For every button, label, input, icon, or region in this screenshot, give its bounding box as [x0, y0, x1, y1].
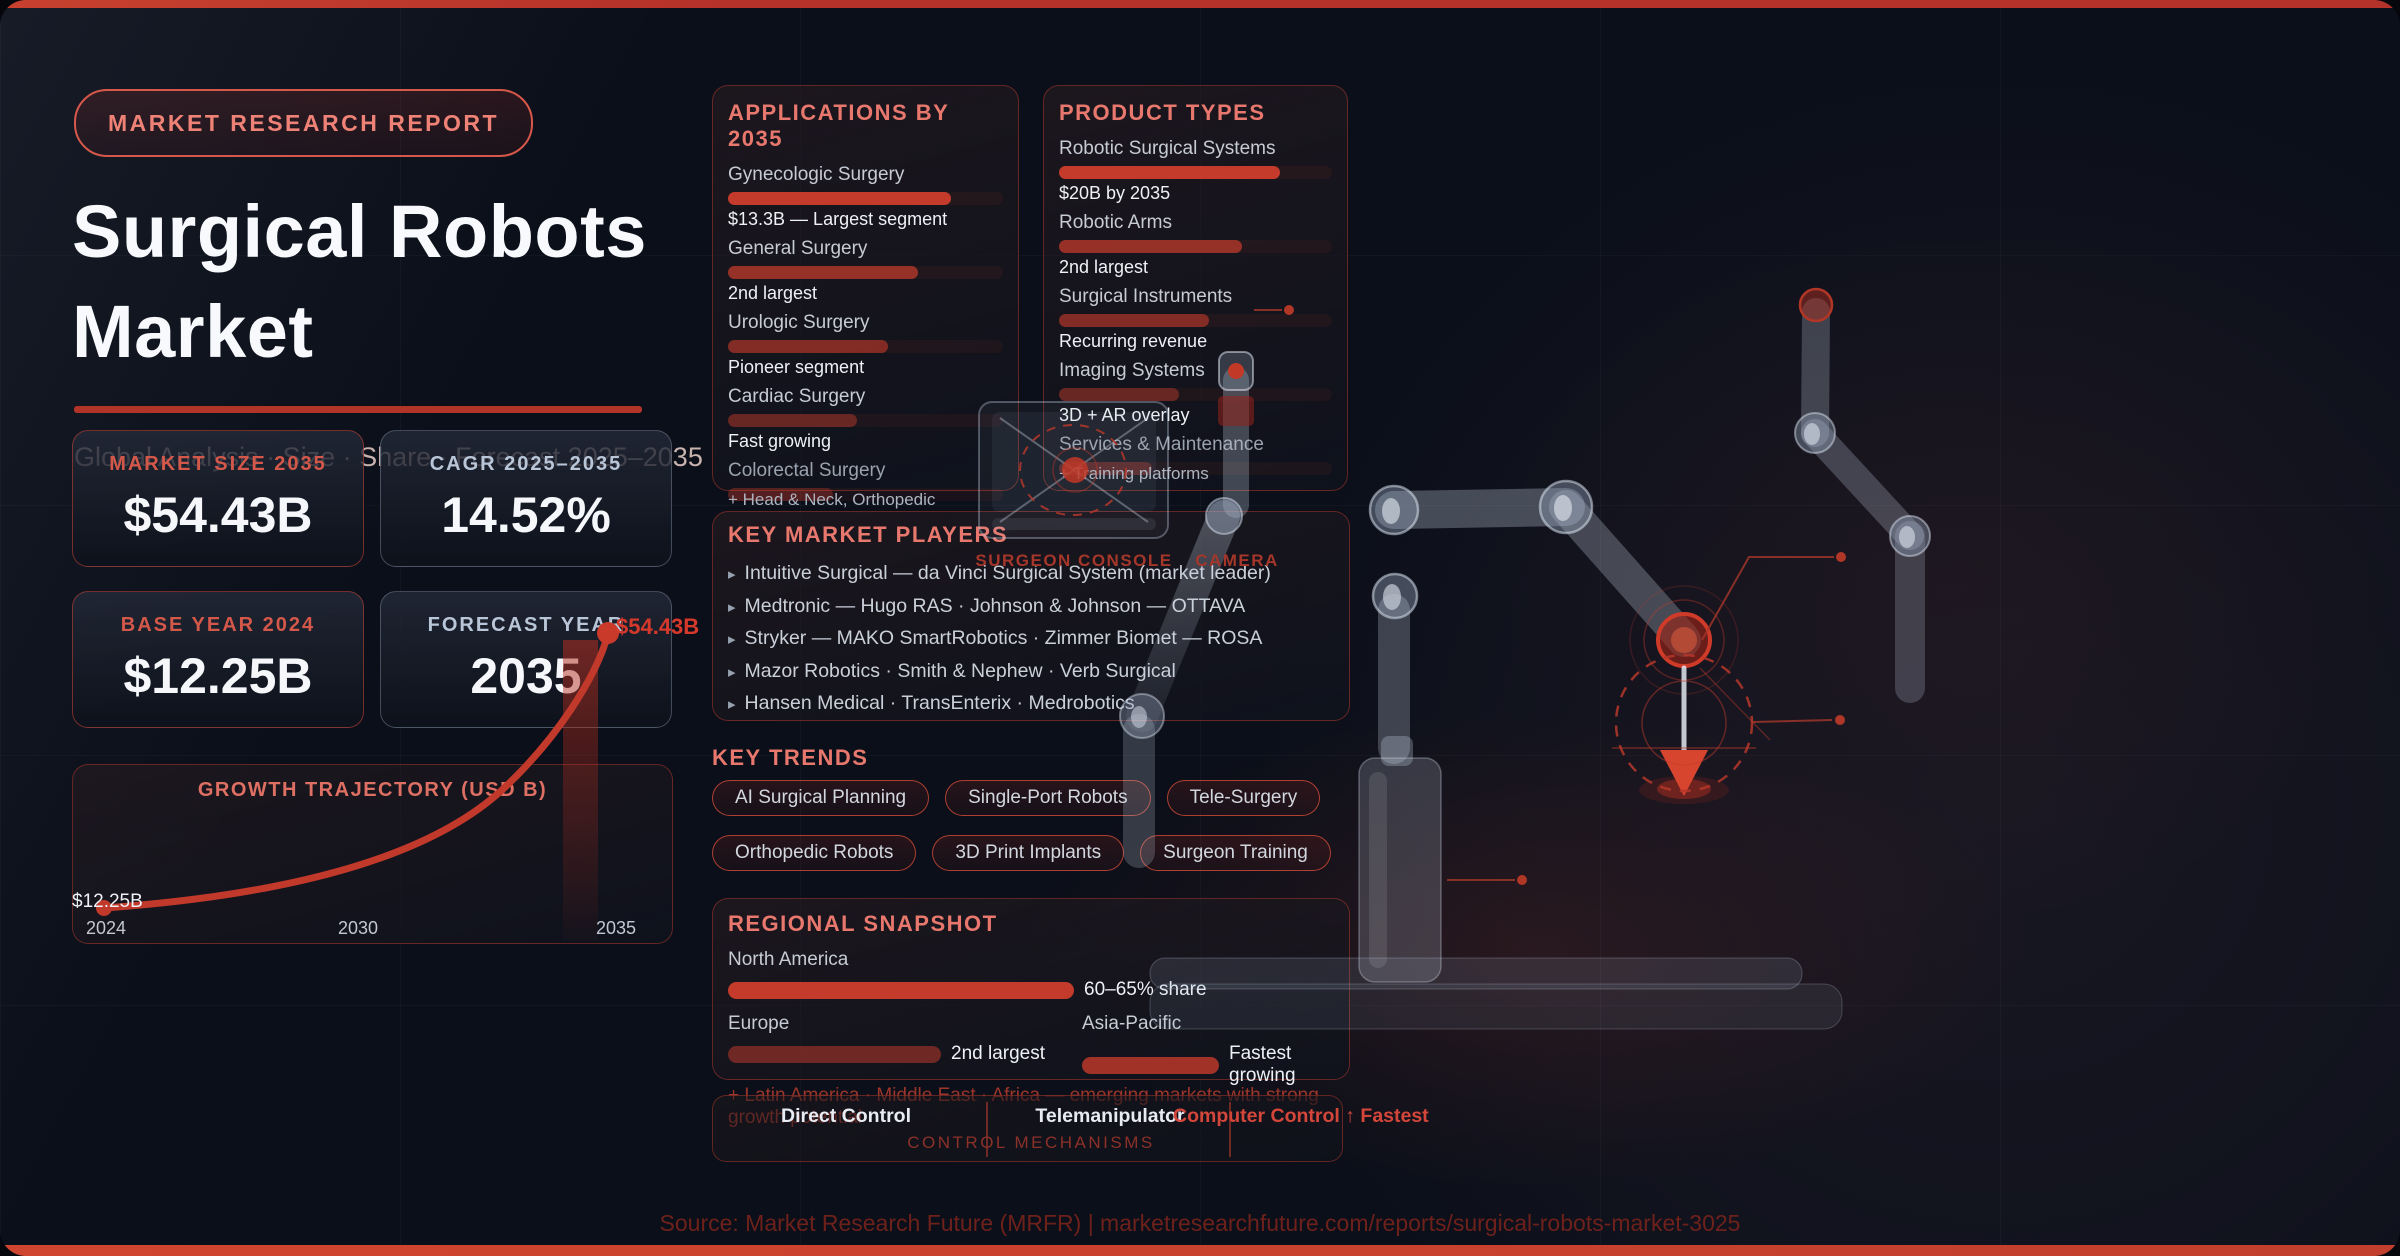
player-row: ▸ Medtronic — Hugo RAS · Johnson & Johnso…: [728, 594, 1246, 617]
play-icon: ▸: [728, 598, 736, 616]
key-players-title: KEY MARKET PLAYERS: [728, 522, 1009, 547]
control-item-highlight: Computer Control ↑ Fastest: [1173, 1105, 1429, 1127]
product-row: Services & Maintenance + Training platfo…: [1059, 434, 1332, 484]
bar-track: [1059, 314, 1332, 327]
chart-end-annotation: $54.43B: [616, 614, 700, 639]
page-title: Surgical Robots Market: [72, 190, 647, 373]
divider: [1229, 1102, 1231, 1157]
product-row: Robotic Arms 2nd largest: [1059, 212, 1332, 277]
bar-fill: [728, 414, 858, 427]
stat-value: 14.52%: [441, 487, 611, 543]
bar-fill: [728, 981, 1074, 999]
region-row-north-america: North America 60–65% share: [728, 949, 1207, 1000]
bar-fill: [728, 1045, 941, 1063]
background-glow-red-2: [1450, 200, 2400, 960]
bar-fill: [728, 488, 833, 501]
application-row: Cardiac Surgery Fast growing: [728, 386, 1003, 451]
region-row-asia-pacific: Asia-Pacific Fastest growing: [1082, 1013, 1296, 1086]
applications-title: APPLICATIONS BY 2035: [728, 100, 949, 151]
play-icon: ▸: [728, 696, 736, 714]
trend-chip-row: AI Surgical Planning Single-Port Robots …: [712, 780, 1321, 816]
stat-card-cagr: CAGR 2025–2035 14.52%: [380, 430, 672, 567]
bar-track: [1059, 166, 1332, 179]
play-icon: ▸: [728, 566, 736, 583]
application-row: Colorectal Surgery + Head & Neck, Orthop…: [728, 460, 1003, 510]
play-icon: ▸: [728, 663, 736, 681]
trend-chip: AI Surgical Planning: [712, 780, 930, 816]
stat-value: 2035: [470, 648, 582, 704]
product-row: Imaging Systems 3D + AR overlay: [1059, 360, 1332, 425]
x-tick-2030: 2030: [338, 918, 379, 938]
player-row: ▸ Mazor Robotics · Smith & Nephew · Verb …: [728, 659, 1176, 682]
trend-chip-row: Orthopedic Robots 3D Print Implants Surg…: [712, 835, 1331, 871]
player-row: ▸ Intuitive Surgical — da Vinci Surgical …: [728, 562, 1271, 584]
growth-trajectory-panel: GROWTH TRAJECTORY (USD B): [72, 764, 673, 944]
stat-card-forecast-year: FORECAST YEAR 2035: [380, 591, 672, 728]
key-trends-title: KEY TRENDS: [712, 745, 869, 770]
chart-start-annotation: $12.25B: [72, 891, 143, 912]
bottom-accent-bar: [0, 1245, 2400, 1256]
stat-card-market-size: MARKET SIZE 2035 $54.43B: [72, 430, 364, 567]
product-row: Surgical Instruments Recurring revenue: [1059, 286, 1332, 351]
region-columns: Europe 2nd largest Asia-Pacific Fastest …: [728, 1013, 1334, 1086]
bar-fill: [1059, 388, 1180, 401]
player-row: ▸ Stryker — MAKO SmartRobotics · Zimmer B…: [728, 627, 1263, 650]
bar-fill: [728, 266, 918, 279]
applications-panel: APPLICATIONS BY 2035 Gynecologic Surgery…: [712, 85, 1019, 509]
bar-track: [1059, 240, 1332, 253]
control-mechanisms-box: Direct Control Telemanipulator Computer …: [712, 1095, 1429, 1162]
bar-fill: [1059, 166, 1281, 179]
source-line: Source: Market Research Future (MRFR) | …: [659, 1210, 1741, 1236]
application-row: Gynecologic Surgery $13.3B — Largest seg…: [728, 164, 1003, 229]
application-row: Urologic Surgery Pioneer segment: [728, 312, 1003, 377]
bar-track: [728, 488, 1003, 501]
x-tick-2024: 2024: [86, 918, 127, 938]
stat-label: CAGR 2025–2035: [429, 453, 623, 475]
regional-title: REGIONAL SNAPSHOT: [728, 911, 998, 936]
regional-snapshot-panel: REGIONAL SNAPSHOT North America 60–65% s…: [712, 898, 1350, 1128]
trend-chip: Surgeon Training: [1140, 835, 1331, 871]
player-row: ▸ Hansen Medical · TransEnterix · Medrobo…: [728, 692, 1135, 715]
product-types-panel: PRODUCT TYPES Robotic Surgical Systems $…: [1043, 85, 1348, 491]
trend-chip: Single-Port Robots: [945, 780, 1151, 816]
stat-value: $12.25B: [123, 648, 313, 704]
bar-fill: [1082, 1056, 1219, 1074]
key-players-list: ▸ Intuitive Surgical — da Vinci Surgical …: [728, 558, 1327, 721]
trend-chip: 3D Print Implants: [932, 835, 1125, 871]
report-badge-label: MARKET RESEARCH REPORT: [108, 109, 500, 136]
bar-fill: [728, 192, 951, 205]
control-item: Telemanipulator: [1035, 1105, 1185, 1127]
product-types-title: PRODUCT TYPES: [1059, 100, 1266, 125]
title-underline: [74, 406, 642, 413]
growth-chart-title: GROWTH TRAJECTORY (USD B): [197, 779, 548, 801]
key-players-panel: KEY MARKET PLAYERS ▸ Intuitive Surgical —…: [712, 511, 1350, 721]
application-row: General Surgery 2nd largest: [728, 238, 1003, 303]
control-item: Direct Control: [780, 1105, 912, 1127]
trend-chip: Orthopedic Robots: [712, 835, 917, 871]
bar-track: [728, 414, 1003, 427]
bar-track: [728, 192, 1003, 205]
bar-track: [728, 340, 1003, 353]
product-row: Robotic Surgical Systems $20B by 2035: [1059, 138, 1332, 203]
bar-fill: [1059, 240, 1242, 253]
control-caption: CONTROL MECHANISMS: [907, 1133, 1155, 1152]
bar-track: [1059, 388, 1332, 401]
x-tick-2035: 2035: [596, 918, 637, 938]
bar-fill: [728, 340, 888, 353]
bar-fill: [1059, 314, 1210, 327]
stat-value: $54.43B: [123, 487, 313, 543]
top-accent-bar: [0, 0, 2400, 8]
stat-label: MARKET SIZE 2035: [109, 453, 327, 475]
region-row-europe: Europe 2nd largest: [728, 1013, 1046, 1064]
trend-chip: Tele-Surgery: [1166, 780, 1321, 816]
divider: [986, 1102, 988, 1157]
stat-label: BASE YEAR 2024: [120, 614, 316, 636]
bar-track: [728, 266, 1003, 279]
report-badge: MARKET RESEARCH REPORT: [74, 89, 534, 157]
stat-cards: MARKET SIZE 2035 $54.43B CAGR 2025–2035 …: [72, 430, 672, 728]
stat-label: FORECAST YEAR: [427, 614, 625, 636]
stat-card-base-year: BASE YEAR 2024 $12.25B: [72, 591, 364, 728]
play-icon: ▸: [728, 631, 736, 649]
